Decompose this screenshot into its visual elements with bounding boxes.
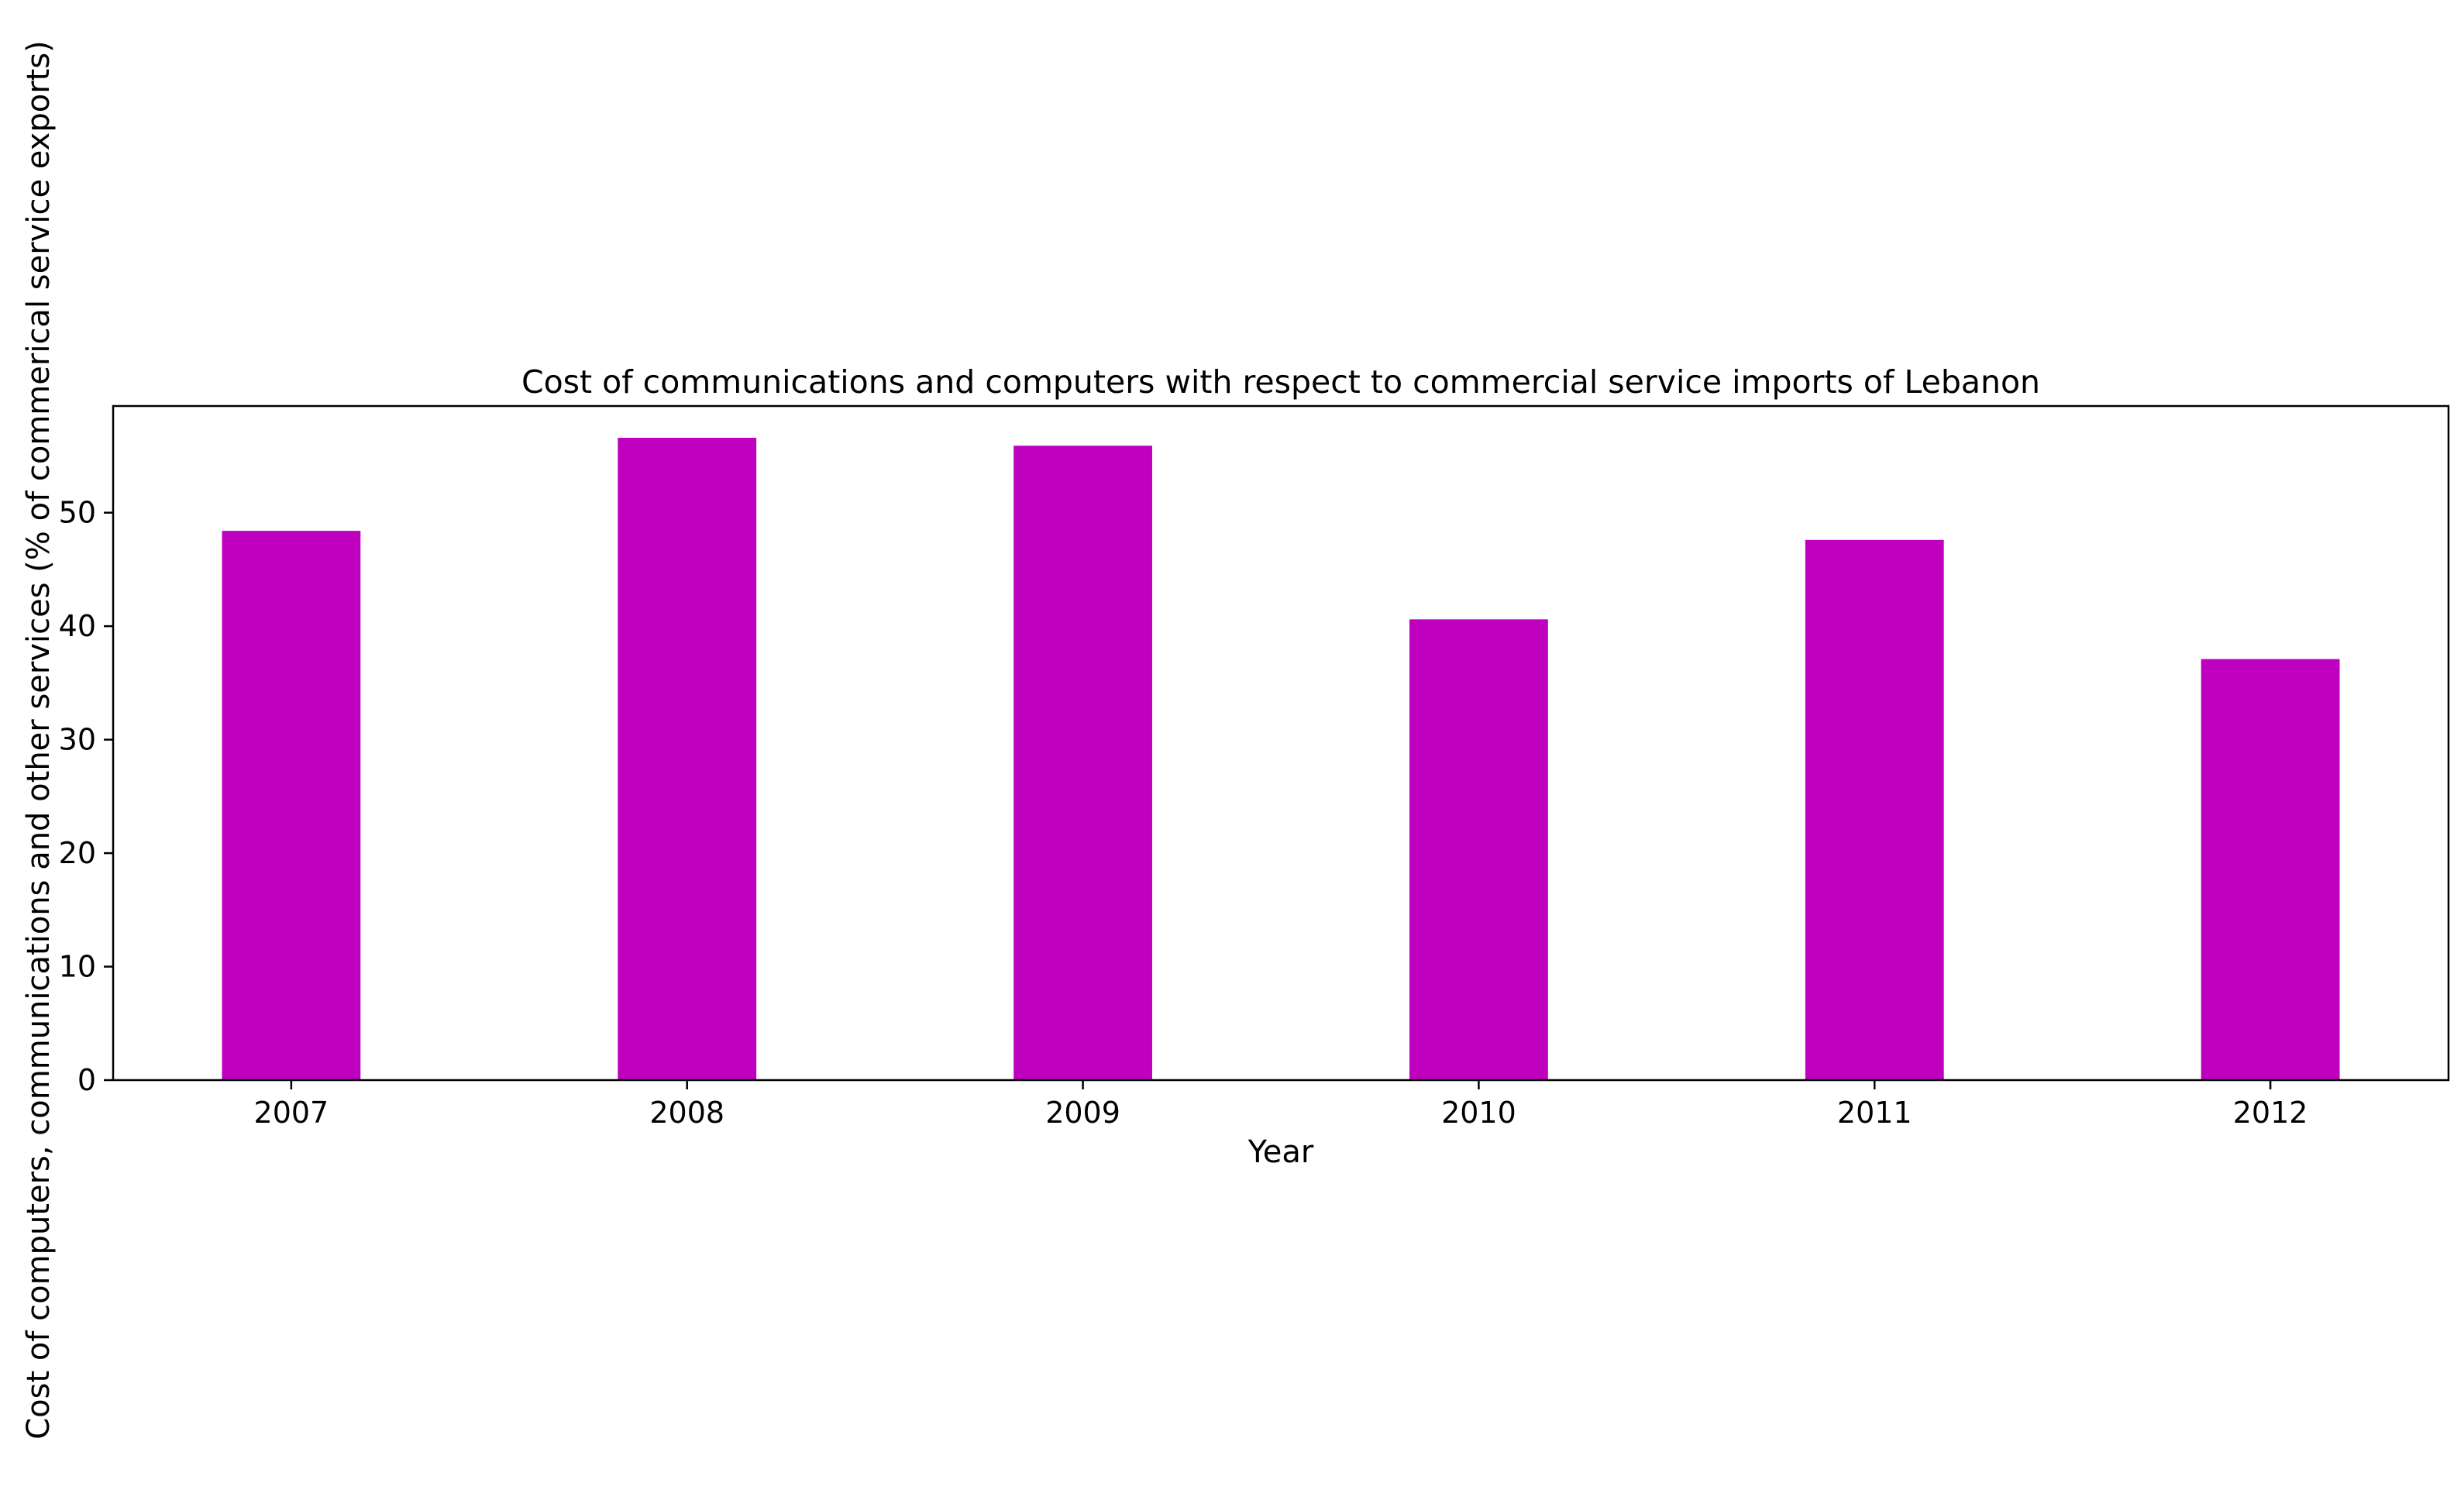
- y-tick-label: 0: [77, 1063, 96, 1097]
- x-tick-label: 2010: [1441, 1096, 1516, 1130]
- y-tick-label: 40: [59, 609, 96, 643]
- bar-2012: [2201, 659, 2340, 1080]
- chart-title: Cost of communications and computers wit…: [521, 363, 2040, 401]
- y-tick-label: 50: [59, 496, 96, 530]
- bar-2007: [222, 531, 361, 1080]
- y-axis-label: Cost of computers, communications and ot…: [21, 40, 57, 1440]
- bar-2008: [618, 438, 757, 1080]
- y-tick-label: 30: [59, 723, 96, 757]
- x-tick-label: 2008: [649, 1096, 724, 1130]
- y-tick-label: 20: [59, 836, 96, 870]
- x-tick-label: 2009: [1045, 1096, 1120, 1130]
- plot-frame: [112, 404, 2450, 1082]
- y-tick-label: 10: [59, 950, 96, 984]
- bar-2009: [1013, 446, 1152, 1080]
- x-axis: 2007 2008 2009 2010 2011 2012: [254, 1080, 2308, 1130]
- x-tick-label: 2011: [1837, 1096, 1912, 1130]
- bar-2011: [1805, 539, 1944, 1080]
- x-tick-label: 2012: [2233, 1096, 2308, 1130]
- y-axis: 0 10 20 30 40 50: [59, 496, 113, 1097]
- bar-2010: [1409, 619, 1548, 1080]
- bars-layer: [222, 438, 2340, 1080]
- x-axis-label: Year: [1247, 1134, 1314, 1170]
- x-tick-label: 2007: [254, 1096, 329, 1130]
